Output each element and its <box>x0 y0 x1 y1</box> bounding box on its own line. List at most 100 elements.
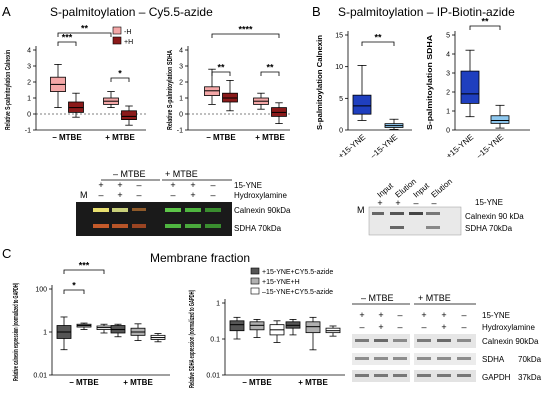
lane-mark: – <box>170 190 175 200</box>
y-tick-label: 0.01 <box>33 373 47 380</box>
box-series1-cat0-box <box>249 321 265 331</box>
blot-c-band <box>393 339 407 342</box>
lane-mark: – <box>136 180 141 190</box>
blot-b-header: Elution <box>430 177 455 200</box>
significance-bracket <box>57 32 112 37</box>
y-tick-label: 4 <box>27 48 31 55</box>
blot-c-row-label-yne: 15-YNE <box>482 311 510 320</box>
panel-a-blot: – MTBE + MTBE M + + – + + –– + – – + – 15-YNE Hydr… <box>76 169 291 236</box>
box-1-box <box>490 115 510 124</box>
x-tick-label: +15-YNE <box>336 133 367 161</box>
blot-a-band <box>93 224 109 228</box>
box-series1-cat1-box <box>121 110 137 121</box>
blot-c-band <box>355 339 369 342</box>
lane-mark: – <box>461 310 466 320</box>
y-tick-label: 5 <box>446 33 450 40</box>
y-tick-label: 1 <box>43 330 47 337</box>
blot-c-band-label-gapdh: GAPDH <box>482 373 511 382</box>
significance-bracket <box>110 77 130 82</box>
panel-b-letter: B <box>312 4 321 19</box>
panel-a-legend: -H +H <box>112 26 133 46</box>
legend-label-c3: –15-YNE+CY5.5-azide <box>262 289 333 296</box>
y-axis-label: Relative S-palmitoylation SDHA <box>167 50 174 130</box>
panel-c-letter: C <box>2 246 11 261</box>
blot-b-lane-marks: + + – – <box>377 198 436 208</box>
blot-b-band <box>372 212 384 215</box>
blot-c-band <box>437 339 451 342</box>
x-tick-label: – MTBE <box>206 133 236 142</box>
lane-mark: + <box>441 322 446 332</box>
blot-a-band-label-sdha: SDHA 70kDa <box>234 224 282 233</box>
lane-mark: + <box>441 310 446 320</box>
blot-a-marker-label: M <box>80 190 88 200</box>
blot-a-band <box>205 208 221 212</box>
x-tick-label: + MTBE <box>105 133 135 142</box>
blot-c-bands <box>355 339 471 377</box>
significance-bracket <box>63 289 85 294</box>
y-tick-label: 0 <box>179 112 183 119</box>
lane-mark: + <box>190 190 195 200</box>
box-0-box <box>352 94 372 115</box>
y-tick-label: 2 <box>179 80 183 87</box>
y-tick-label: -1 <box>177 128 183 135</box>
y-tick-label: 0 <box>27 112 31 119</box>
y-tick-label: 1 <box>446 109 450 116</box>
legend-label-minus-h: -H <box>124 29 131 36</box>
significance-label: *** <box>79 261 90 271</box>
y-tick-label: 1 <box>27 96 31 103</box>
chart-c-calnexin: 0.01 1 100 Relative calnexin expression (no… <box>13 261 170 387</box>
x-tick-label: + MTBE <box>255 133 285 142</box>
blot-c-band-size-gapdh: 37kDa <box>518 373 542 382</box>
blot-a-band <box>93 208 109 212</box>
blot-a-band <box>165 208 181 212</box>
blot-a-band <box>185 208 201 212</box>
y-tick-label: 4 <box>179 48 183 55</box>
x-tick-label: +15-YNE <box>444 133 475 161</box>
lane-mark: + <box>359 310 364 320</box>
panel-c-legend: +15-YNE+CY5.5-azide +15-YNE+H –15-YNE+CY… <box>250 267 333 296</box>
blot-c-band <box>437 374 451 377</box>
blot-a-band-label-calnexin: Calnexin 90kDa <box>234 206 291 215</box>
y-tick-label: 100 <box>35 287 47 294</box>
y-tick-label: 3 <box>179 64 183 71</box>
legend-label-c2: +15-YNE+H <box>262 279 300 286</box>
blot-c-row-label-hydroxylamine: Hydroxylamine <box>482 323 535 332</box>
significance-label: *** <box>62 33 73 43</box>
legend-swatch-c1 <box>250 267 260 275</box>
x-tick-label: + MTBE <box>123 378 153 387</box>
significance-label: ** <box>374 33 382 43</box>
significance-bracket <box>211 71 231 76</box>
y-tick-label: 0 <box>339 128 343 135</box>
blot-b-header: Input <box>376 181 396 200</box>
legend-swatch-c3 <box>250 287 260 295</box>
blot-b-band <box>390 226 404 229</box>
lane-mark: – <box>98 190 103 200</box>
blot-c-band <box>417 374 431 377</box>
blot-c-band <box>374 339 388 342</box>
y-tick-label: 0.01 <box>206 373 220 380</box>
blot-a-group-left: – MTBE <box>113 169 146 179</box>
blot-b-band-label-sdha: SDHA 70kDa <box>465 224 513 233</box>
y-tick-label: 0.1 <box>210 337 220 344</box>
significance-label: ** <box>481 17 489 27</box>
blot-c-band-label-calnexin: Calnexin 90kDa <box>482 337 539 346</box>
chart-a-calnexin: -1 0 1 2 3 4 Relative S-palmitoylation Calnexi… <box>5 24 146 142</box>
y-axis-label: S-palmitoylation Calnexin <box>317 35 324 130</box>
blot-a-band <box>165 224 181 228</box>
legend-swatch-minus-h <box>112 26 122 35</box>
lane-mark: – <box>461 322 466 332</box>
lane-mark: – <box>210 180 215 190</box>
significance-label: ** <box>217 63 225 73</box>
blot-b-band <box>426 226 440 229</box>
lane-mark: – <box>397 310 402 320</box>
panel-a-title: S-palmitoylation – Cy5.5-azide <box>50 5 213 19</box>
lane-mark: – <box>431 198 436 208</box>
lane-mark: + <box>98 180 103 190</box>
blot-b-band <box>409 212 423 215</box>
blot-b-membrane <box>368 206 462 236</box>
blot-b-band <box>390 212 404 215</box>
lane-mark: + <box>378 310 383 320</box>
significance-label: * <box>72 281 76 291</box>
significance-bracket <box>361 41 395 46</box>
